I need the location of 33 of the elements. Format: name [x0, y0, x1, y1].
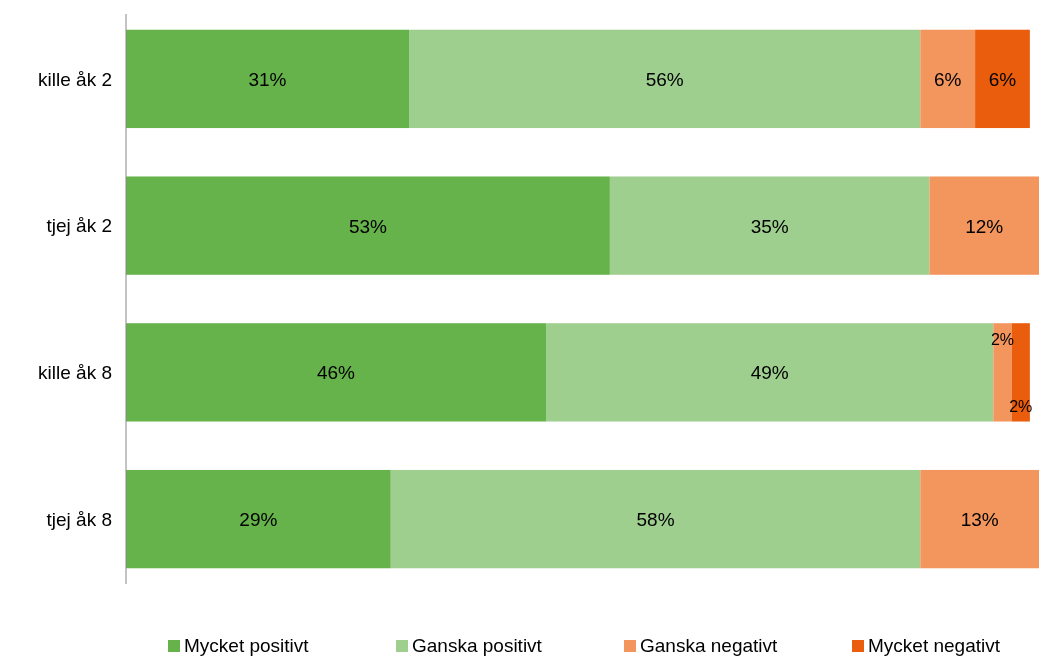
bar	[126, 469, 391, 569]
data-label: 31%	[248, 68, 287, 90]
bar	[920, 29, 976, 129]
data-label: 29%	[239, 509, 278, 531]
data-label: 12%	[965, 215, 1004, 237]
data-label: 6%	[988, 68, 1017, 90]
data-label: 13%	[960, 509, 999, 531]
bar	[975, 29, 1030, 129]
data-label: 6%	[933, 68, 962, 90]
data-label: 35%	[750, 215, 789, 237]
bar	[993, 323, 1012, 422]
data-label: 46%	[316, 362, 356, 384]
data-label: 53%	[348, 215, 388, 237]
bar	[929, 176, 1039, 275]
bar	[409, 29, 921, 129]
data-label: 56%	[645, 68, 684, 90]
data-label: 58%	[636, 509, 675, 531]
bar	[390, 469, 921, 569]
bar	[126, 176, 610, 275]
y-tick-label: kille åk 2	[38, 68, 112, 90]
y-tick-label: tjej åk 8	[46, 508, 112, 530]
bar	[609, 176, 930, 275]
bar	[126, 29, 410, 129]
legend-label: Ganska negativt	[640, 635, 779, 656]
data-label: 2%	[990, 331, 1015, 349]
legend-label: Ganska positivt	[412, 635, 543, 656]
y-tick-label: tjej åk 2	[46, 215, 112, 237]
bar	[920, 469, 1039, 569]
bar	[126, 323, 546, 422]
y-tick-label: kille åk 8	[38, 362, 112, 384]
legend-label: Mycket positivt	[184, 635, 310, 656]
data-label: 49%	[750, 362, 789, 384]
legend-label: Mycket negativt	[868, 635, 1001, 656]
